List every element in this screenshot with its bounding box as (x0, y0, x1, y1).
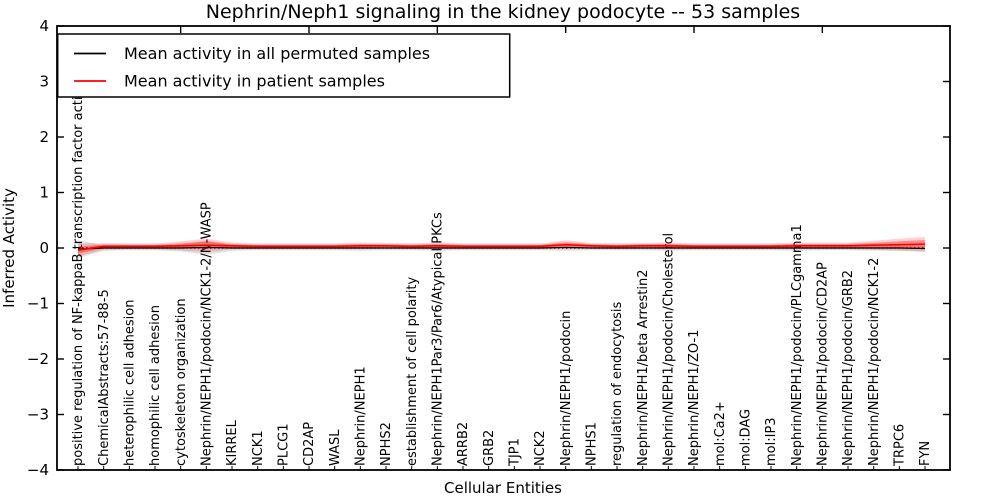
x-tick-label: PLCG1 (276, 423, 291, 466)
x-tick-label: Nephrin/NEPH1/ZO-1 (687, 330, 702, 466)
legend-label-permuted: Mean activity in all permuted samples (124, 44, 430, 63)
x-tick-label: Nephrin/NEPH1Par3/Par6/Atypical PKCs (430, 212, 445, 466)
permuted-std-band (78, 240, 925, 258)
x-tick-label: Nephrin/NEPH1/podocin/GRB2 (841, 270, 856, 466)
x-tick-label: homophilic cell adhesion (148, 305, 163, 466)
x-tick-label: NPHS2 (379, 422, 394, 466)
x-tick-label: NPHS1 (584, 422, 599, 466)
x-tick-label: heterophilic cell adhesion (122, 300, 137, 467)
legend-label-patient: Mean activity in patient samples (124, 72, 385, 91)
x-tick-label: regulation of endocytosis (610, 301, 625, 466)
x-tick-label: NCK1 (251, 430, 266, 466)
x-tick-labels: positive regulation of NF-kappaB transcr… (71, 72, 933, 467)
x-tick-label: TRPC6 (892, 424, 907, 467)
chart-title: Nephrin/Neph1 signaling in the kidney po… (206, 1, 800, 23)
x-tick-label: KIRREL (225, 419, 240, 466)
x-tick-label: ChemicalAbstracts:57-88-5 (97, 289, 112, 466)
x-tick-label: establishment of cell polarity (405, 277, 420, 466)
x-tick-label: Nephrin/NEPH1/podocin (559, 311, 574, 466)
x-tick-label: positive regulation of NF-kappaB transcr… (71, 72, 86, 466)
x-tick-label: Nephrin/NEPH1/podocin/NCK1-2/N-WASP (199, 202, 214, 466)
y-tick-label: −2 (27, 350, 49, 368)
x-tick-label: GRB2 (482, 430, 497, 466)
x-tick-label: Nephrin/NEPH1/beta Arrestin2 (636, 270, 651, 467)
y-tick-label: −1 (27, 295, 49, 313)
x-tick-label: TJP1 (507, 438, 522, 467)
y-tick-label: 4 (39, 17, 49, 35)
legend: Mean activity in all permuted samples Me… (56, 33, 511, 98)
x-tick-label: mol:IP3 (764, 417, 779, 466)
y-tick-label: 3 (39, 73, 49, 91)
y-tick-labels: 4 3 2 1 0 −1 −2 −3 −4 (27, 17, 49, 479)
x-tick-label: Nephrin/NEPH1/podocin/CD2AP (815, 262, 830, 466)
x-tick-label: cytoskeleton organization (174, 298, 189, 466)
y-tick-label: −3 (27, 406, 49, 424)
x-tick-label: Nephrin/NEPH1 (353, 366, 368, 466)
axes-frame (56, 25, 951, 471)
x-tick-label: WASL (328, 429, 343, 466)
x-tick-label: FYN (918, 441, 933, 466)
x-tick-label: Nephrin/NEPH1/podocin/PLCgamma1 (790, 224, 805, 466)
y-axis-label: Inferred Activity (0, 188, 18, 308)
y-tick-label: −4 (27, 461, 49, 479)
x-tick-label: mol:Ca2+ (713, 401, 728, 466)
x-tick-label: CD2AP (302, 422, 317, 466)
data-lines (77, 243, 926, 252)
x-tick-label: NCK2 (533, 430, 548, 466)
x-axis-label: Cellular Entities (444, 479, 562, 497)
patient-mean-line (77, 243, 926, 252)
legend-box (56, 33, 511, 98)
y-tick-label: 2 (39, 128, 49, 146)
x-tick-label: mol:DAG (738, 409, 753, 466)
permuted-mean-line (77, 246, 926, 250)
x-tick-label: Nephrin/NEPH1/podocin/NCK1-2 (867, 258, 882, 466)
x-tick-label: Nephrin/NEPH1/podocin/Cholesterol (661, 233, 676, 466)
y-tick-label: 1 (39, 184, 49, 202)
y-tick-label: 0 (39, 239, 49, 257)
x-tick-label: ARRB2 (456, 422, 471, 466)
